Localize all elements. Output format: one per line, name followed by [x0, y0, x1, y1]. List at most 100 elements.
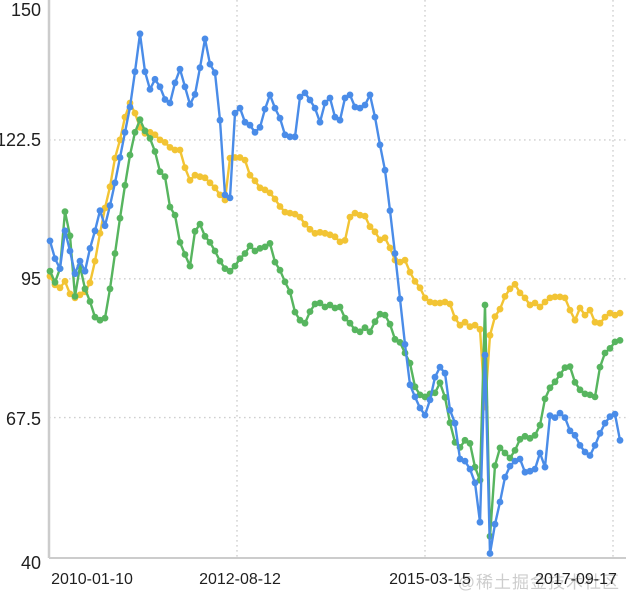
yellow-series-point: [246, 171, 254, 179]
blue-series-point: [566, 427, 574, 435]
yellow-series-point: [551, 293, 559, 301]
green-series-point: [206, 239, 214, 246]
yellow-series-point: [491, 313, 499, 320]
blue-series-point: [611, 410, 619, 418]
yellow-series-point: [521, 294, 529, 302]
green-series-point: [176, 239, 184, 246]
green-series-point: [236, 255, 244, 262]
blue-series-point: [336, 116, 344, 124]
green-series-point: [361, 324, 369, 332]
yellow-series-point: [401, 256, 409, 264]
green-series-point: [86, 298, 94, 305]
green-series-point: [531, 431, 539, 439]
blue-series-point: [271, 104, 279, 112]
yellow-series-point: [291, 210, 299, 218]
blue-series-point: [191, 91, 199, 98]
blue-series-point: [561, 414, 569, 421]
blue-series-point: [246, 121, 254, 129]
blue-series-point: [71, 270, 79, 278]
green-series-point: [61, 208, 69, 216]
green-series-point: [126, 151, 134, 159]
blue-series-point: [601, 419, 609, 427]
green-series-point: [171, 211, 179, 219]
yellow-series-point: [371, 228, 379, 236]
green-series-point: [341, 314, 349, 322]
blue-series-point: [206, 60, 214, 68]
green-series-point: [231, 262, 239, 270]
blue-series-point: [296, 93, 304, 101]
yellow-series-point: [471, 321, 479, 329]
blue-series-point: [506, 462, 514, 470]
blue-series-point: [496, 498, 504, 506]
blue-series-point: [536, 449, 544, 457]
yellow-series-line: [48, 101, 621, 409]
yellow-series-point: [381, 234, 389, 242]
blue-series-point: [316, 118, 324, 126]
yellow-series-point: [61, 277, 69, 285]
blue-series-point: [476, 518, 484, 526]
yellow-series-point: [601, 313, 609, 321]
yellow-series-point: [301, 220, 309, 228]
green-series-point: [316, 299, 324, 307]
yellow-series-point: [446, 300, 454, 308]
green-series-point: [536, 421, 544, 429]
green-series-point: [186, 262, 194, 270]
green-series-point: [596, 363, 604, 371]
green-series-point: [466, 440, 474, 447]
green-series-point: [551, 378, 559, 386]
blue-series-point: [421, 411, 429, 419]
blue-series-point: [401, 341, 409, 348]
yellow-series-point: [366, 223, 374, 231]
yellow-series-point: [576, 304, 584, 312]
y-tick-95: 95: [20, 269, 41, 289]
blue-series-point: [441, 369, 449, 377]
green-series-point: [381, 311, 389, 319]
yellow-series-point: [306, 225, 314, 233]
yellow-series-point: [271, 195, 279, 203]
green-series-point: [491, 462, 499, 469]
yellow-series-point: [296, 213, 304, 221]
blue-series-point: [181, 83, 189, 91]
yellow-series-point: [456, 321, 464, 329]
yellow-series-point: [511, 280, 519, 288]
yellow-series-point: [506, 285, 514, 293]
blue-series-point: [406, 381, 414, 389]
green-series-point: [271, 258, 279, 266]
yellow-series-point: [501, 293, 509, 300]
yellow-series-point: [346, 213, 354, 221]
blue-series-point: [471, 479, 479, 487]
green-series-point: [156, 168, 164, 176]
yellow-series-point: [586, 306, 594, 314]
blue-series-point: [446, 406, 454, 414]
yellow-series-point: [151, 131, 159, 139]
green-series-point: [201, 232, 209, 240]
blue-series-point: [91, 227, 99, 235]
green-series-point: [151, 148, 159, 155]
green-series-point: [226, 267, 234, 275]
blue-series-point: [306, 96, 314, 104]
green-series-point: [356, 328, 364, 336]
blue-series-point: [171, 79, 179, 87]
blue-series-point: [291, 133, 299, 141]
yellow-series-point: [111, 154, 119, 162]
blue-series-point: [516, 455, 524, 463]
green-series-point: [591, 393, 599, 401]
green-series-point: [221, 265, 229, 272]
blue-series-point: [556, 409, 564, 417]
blue-series-point: [76, 257, 84, 265]
blue-series-point: [391, 250, 399, 257]
green-series-point: [546, 384, 554, 392]
blue-series-point: [346, 91, 354, 99]
blue-series-point: [126, 103, 134, 111]
blue-series-point: [111, 179, 119, 187]
green-series-point: [386, 320, 394, 328]
yellow-series-point: [216, 191, 224, 199]
blue-series-point: [261, 105, 269, 113]
green-series-point: [606, 345, 614, 352]
yellow-series-point: [206, 179, 214, 187]
blue-series-point: [131, 68, 139, 76]
blue-series-point: [551, 414, 559, 421]
yellow-series-point: [431, 299, 439, 307]
green-series-point: [71, 293, 79, 300]
